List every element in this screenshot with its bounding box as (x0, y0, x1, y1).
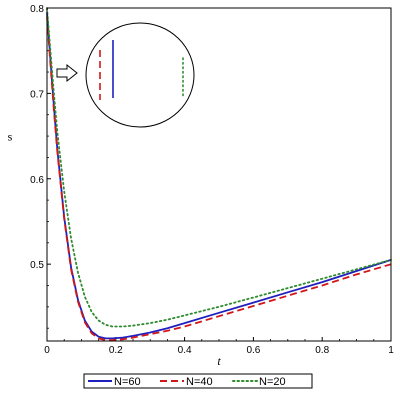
legend-label: N=60 (114, 376, 141, 388)
y-tick-label: 0.6 (30, 175, 44, 186)
series-line-N40 (46, 16, 392, 342)
x-tick-label: 0.6 (246, 345, 260, 356)
y-tick-label: 0.7 (30, 89, 44, 100)
x-axis-label: t (217, 354, 221, 368)
zoom-inset (56, 22, 195, 128)
x-tick-label: 1 (388, 345, 394, 356)
x-tick-label: 0.8 (315, 345, 329, 356)
tick-labels: 0 0.2 0.4 0.6 0.8 1 0.5 0.6 0.7 0.8 (30, 4, 394, 356)
x-tick-label: 0.2 (109, 345, 123, 356)
series-line-N20 (46, 7, 392, 328)
legend-label: N=40 (186, 376, 213, 388)
inset-ellipse (85, 22, 195, 128)
plot-frame (46, 7, 392, 342)
y-tick-label: 0.5 (30, 260, 44, 271)
y-axis-label: s (8, 129, 13, 143)
x-tick-label: 0.4 (178, 345, 192, 356)
series-lines (46, 7, 392, 342)
legend-box (83, 373, 313, 389)
legend-label: N=20 (259, 376, 286, 388)
y-tick-label: 0.8 (30, 4, 44, 15)
legend: N=60 N=40 N=20 (83, 373, 313, 389)
arrow-icon (56, 63, 78, 83)
x-tick-label: 0 (44, 345, 50, 356)
plot-border (46, 7, 392, 342)
